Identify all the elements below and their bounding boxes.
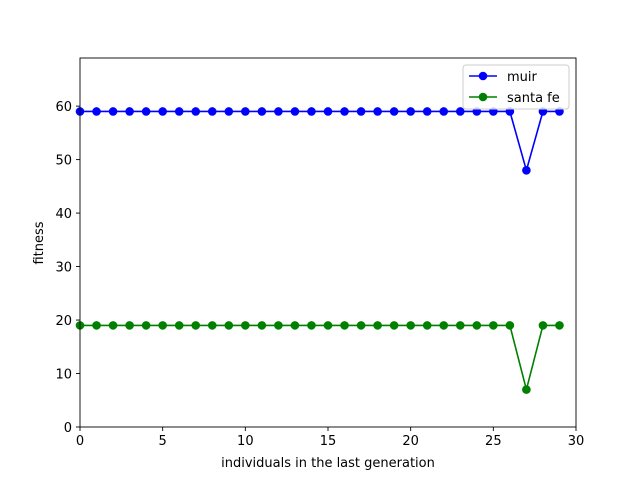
data-point xyxy=(92,321,101,330)
data-point xyxy=(389,107,399,116)
data-point xyxy=(174,321,184,330)
data-point xyxy=(108,321,118,330)
data-point xyxy=(241,107,250,116)
legend-label: santa fe xyxy=(507,91,560,106)
data-point xyxy=(108,107,118,116)
data-point xyxy=(406,107,415,116)
data-point xyxy=(290,321,300,330)
data-point xyxy=(489,321,498,330)
y-tick-label: 0 xyxy=(64,421,72,436)
data-point xyxy=(158,321,167,330)
y-tick-label: 40 xyxy=(55,207,72,222)
x-tick-label: 5 xyxy=(159,434,167,449)
data-point xyxy=(406,321,415,330)
data-point xyxy=(207,107,217,116)
data-point xyxy=(422,321,432,330)
data-point xyxy=(307,321,316,330)
data-point xyxy=(340,107,349,116)
y-tick-label: 10 xyxy=(55,368,72,383)
plot-area xyxy=(80,58,576,427)
data-point xyxy=(224,321,234,330)
series-layer xyxy=(75,107,564,394)
data-point xyxy=(274,321,283,330)
x-axis-label: individuals in the last generation xyxy=(221,456,435,471)
data-point xyxy=(373,107,382,116)
data-point xyxy=(522,385,531,394)
data-point xyxy=(224,107,234,116)
data-point xyxy=(356,321,366,330)
data-point xyxy=(538,321,548,330)
data-point xyxy=(323,321,333,330)
data-point xyxy=(422,107,432,116)
data-point xyxy=(472,321,482,330)
data-point xyxy=(307,107,316,116)
data-point xyxy=(191,321,201,330)
x-tick-label: 0 xyxy=(76,434,84,449)
series-muir xyxy=(75,107,564,175)
data-point xyxy=(125,107,134,116)
plot-background xyxy=(80,58,576,427)
legend: muir santa fe xyxy=(462,64,570,110)
y-tick-label: 60 xyxy=(55,100,72,115)
data-point xyxy=(92,107,101,116)
data-point xyxy=(257,107,267,116)
x-tick-label: 15 xyxy=(320,434,337,449)
data-point xyxy=(241,321,250,330)
x-tick-label: 30 xyxy=(568,434,585,449)
data-point xyxy=(141,107,151,116)
legend-marker xyxy=(478,92,488,102)
y-tick-label: 50 xyxy=(55,154,72,169)
data-point xyxy=(290,107,300,116)
legend-marker xyxy=(478,71,488,81)
data-point xyxy=(555,321,564,330)
data-point xyxy=(455,107,465,116)
y-tick-label: 20 xyxy=(55,314,72,329)
data-point xyxy=(158,107,167,116)
series-santa-fe xyxy=(75,321,564,394)
legend-entry: santa fe xyxy=(469,91,560,106)
data-point xyxy=(207,321,217,330)
y-tick-label: 30 xyxy=(55,261,72,276)
data-point xyxy=(141,321,151,330)
data-point xyxy=(522,166,531,175)
x-tick-label: 20 xyxy=(402,434,419,449)
data-point xyxy=(323,107,333,116)
data-point xyxy=(125,321,134,330)
data-point xyxy=(274,107,283,116)
data-point xyxy=(373,321,382,330)
y-axis-label: fitness xyxy=(32,221,47,264)
data-point xyxy=(191,107,201,116)
x-tick-label: 10 xyxy=(237,434,254,449)
data-point xyxy=(174,107,184,116)
data-point xyxy=(389,321,399,330)
legend-label: muir xyxy=(507,70,538,85)
data-point xyxy=(257,321,267,330)
axes: 0 5 10 15 20 25 30 0 10 20 30 40 50 60 xyxy=(55,57,585,449)
data-point xyxy=(439,107,449,116)
data-point xyxy=(455,321,465,330)
data-point xyxy=(439,321,449,330)
x-tick-label: 25 xyxy=(485,434,502,449)
data-point xyxy=(505,321,515,330)
data-point xyxy=(356,107,366,116)
legend-entry: muir xyxy=(469,70,538,85)
data-point xyxy=(340,321,349,330)
